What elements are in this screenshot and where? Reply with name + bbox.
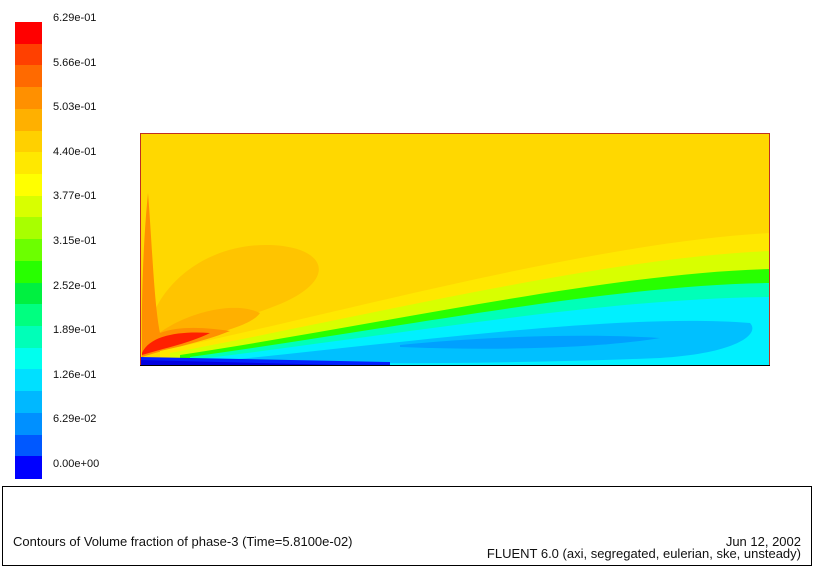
legend-swatch xyxy=(15,108,42,132)
legend-swatch xyxy=(15,22,42,45)
caption-box: Contours of Volume fraction of phase-3 (… xyxy=(2,486,812,566)
legend-swatch xyxy=(15,43,42,67)
color-legend: 6.29e-01 5.66e-01 5.03e-01 4.40e-01 3.77e-01… xyxy=(0,0,140,490)
legend-tick-label: 6.29e-01 xyxy=(53,12,97,24)
legend-swatch xyxy=(15,304,42,327)
legend-tick-label: 1.89e-01 xyxy=(53,324,97,337)
legend-tick-label: 4.40e-01 xyxy=(53,145,97,158)
legend-swatch xyxy=(15,152,42,175)
legend-swatch xyxy=(15,369,42,392)
legend-swatch xyxy=(15,412,42,436)
legend-tick-label: 5.03e-01 xyxy=(53,101,97,114)
legend-swatch xyxy=(15,260,42,284)
contour-jet-core xyxy=(141,193,230,357)
caption-date: Jun 12, 2002 xyxy=(725,534,801,549)
legend-swatch xyxy=(15,195,42,219)
legend-tick-label: 2.52e-01 xyxy=(53,279,97,292)
legend-tick-label: 5.66e-01 xyxy=(53,56,97,69)
legend-swatch xyxy=(15,282,42,305)
legend-tick-label: 3.77e-01 xyxy=(53,190,97,203)
caption-solver: FLUENT 6.0 (axi, segregated, eulerian, s… xyxy=(486,546,801,561)
legend-swatch xyxy=(15,174,42,197)
contour-plot xyxy=(140,133,770,366)
legend-swatch xyxy=(15,65,42,88)
legend-swatch xyxy=(15,87,42,110)
legend-swatch xyxy=(15,347,42,371)
contour-wall-layer-deep xyxy=(140,360,340,366)
legend-swatch xyxy=(15,456,42,479)
legend-tick-label: 0.00e+00 xyxy=(53,458,100,470)
contour-band-blue xyxy=(400,335,660,349)
legend-swatch xyxy=(15,217,42,240)
legend-tick-label: 3.15e-01 xyxy=(53,235,97,247)
legend-swatch xyxy=(15,130,42,153)
contour-jet-hot xyxy=(142,332,210,355)
legend-swatch xyxy=(15,434,42,457)
caption-title: Contours of Volume fraction of phase-3 (… xyxy=(13,534,353,549)
legend-swatch xyxy=(15,239,42,262)
legend-swatch xyxy=(15,326,42,349)
legend-tick-label: 6.29e-02 xyxy=(53,413,97,426)
legend-tick-label: 1.26e-01 xyxy=(53,368,97,381)
legend-swatch xyxy=(15,391,42,414)
